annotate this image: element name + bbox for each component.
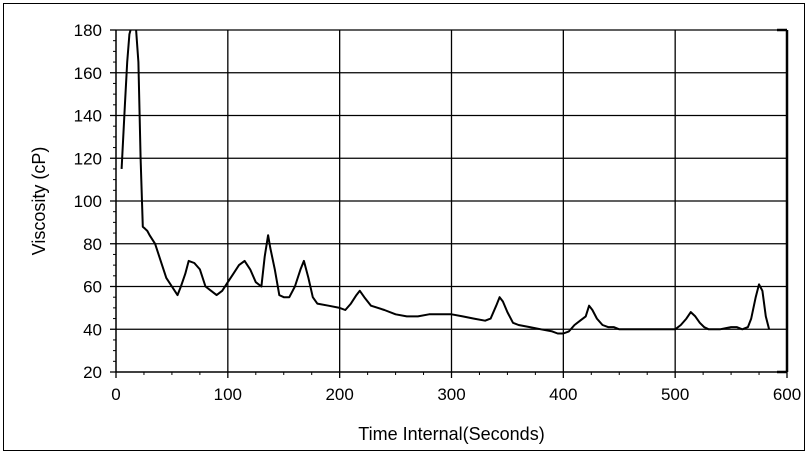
x-tick-label: 0 <box>111 385 120 404</box>
x-axis-label: Time Internal(Seconds) <box>358 424 544 444</box>
x-tick-label: 100 <box>214 385 242 404</box>
x-tick-label: 300 <box>437 385 465 404</box>
y-tick-label: 100 <box>74 192 102 211</box>
series-layer <box>120 30 771 335</box>
x-tick-label: 500 <box>661 385 689 404</box>
tick-labels: 20 40 60 80 100 120 140 160 180 0 100 200 300 400 500 6… <box>74 21 802 404</box>
y-axis-label: Viscosity (cP) <box>29 147 49 256</box>
y-tick-label: 80 <box>83 235 102 254</box>
y-tick-label: 180 <box>74 21 102 40</box>
y-tick-label: 140 <box>74 107 102 126</box>
x-tick-label: 200 <box>325 385 353 404</box>
y-tick-label: 40 <box>83 320 102 339</box>
chart-frame <box>3 3 805 451</box>
x-tick-label: 600 <box>773 385 801 404</box>
y-tick-label: 20 <box>83 363 102 382</box>
ticks <box>110 28 789 378</box>
grid <box>116 29 787 372</box>
viscosity-series-line <box>120 30 771 335</box>
y-tick-label: 160 <box>74 64 102 83</box>
y-tick-label: 120 <box>74 149 102 168</box>
y-tick-label: 60 <box>83 278 102 297</box>
x-tick-label: 400 <box>549 385 577 404</box>
